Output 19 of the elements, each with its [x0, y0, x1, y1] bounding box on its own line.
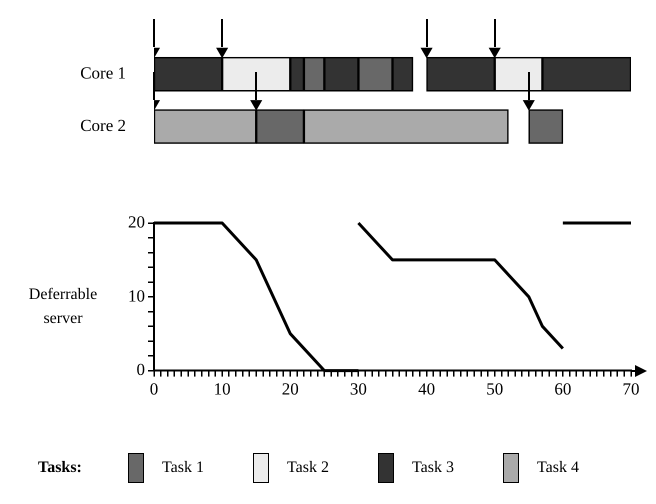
x-tick-label: 10 — [214, 379, 231, 398]
y-tick-label: Core 1 — [80, 64, 126, 83]
x-tick-label: 60 — [554, 379, 572, 398]
y-axis-title: Deferrable server — [28, 285, 98, 329]
x-tick-label: 30 — [350, 379, 367, 398]
legend-label: Task 2 — [287, 459, 329, 477]
x-tick-label: 50 — [486, 379, 504, 398]
y-tick-label: 20 — [128, 212, 145, 232]
x-tick-label: 70 — [622, 379, 640, 398]
y-tick-label: Core 2 — [80, 116, 126, 136]
y-tick-label: 10 — [128, 286, 145, 306]
legend-label: Task 4 — [537, 459, 579, 477]
x-tick-label: 40 — [418, 379, 436, 398]
legend-label: Task 1 — [162, 459, 204, 477]
y-tick-label: 0 — [136, 360, 145, 380]
legend-label: Task 3 — [412, 459, 454, 477]
legend-title: Tasks: — [38, 459, 83, 477]
x-tick-label: 0 — [150, 379, 158, 398]
x-tick-label: 20 — [282, 379, 299, 398]
